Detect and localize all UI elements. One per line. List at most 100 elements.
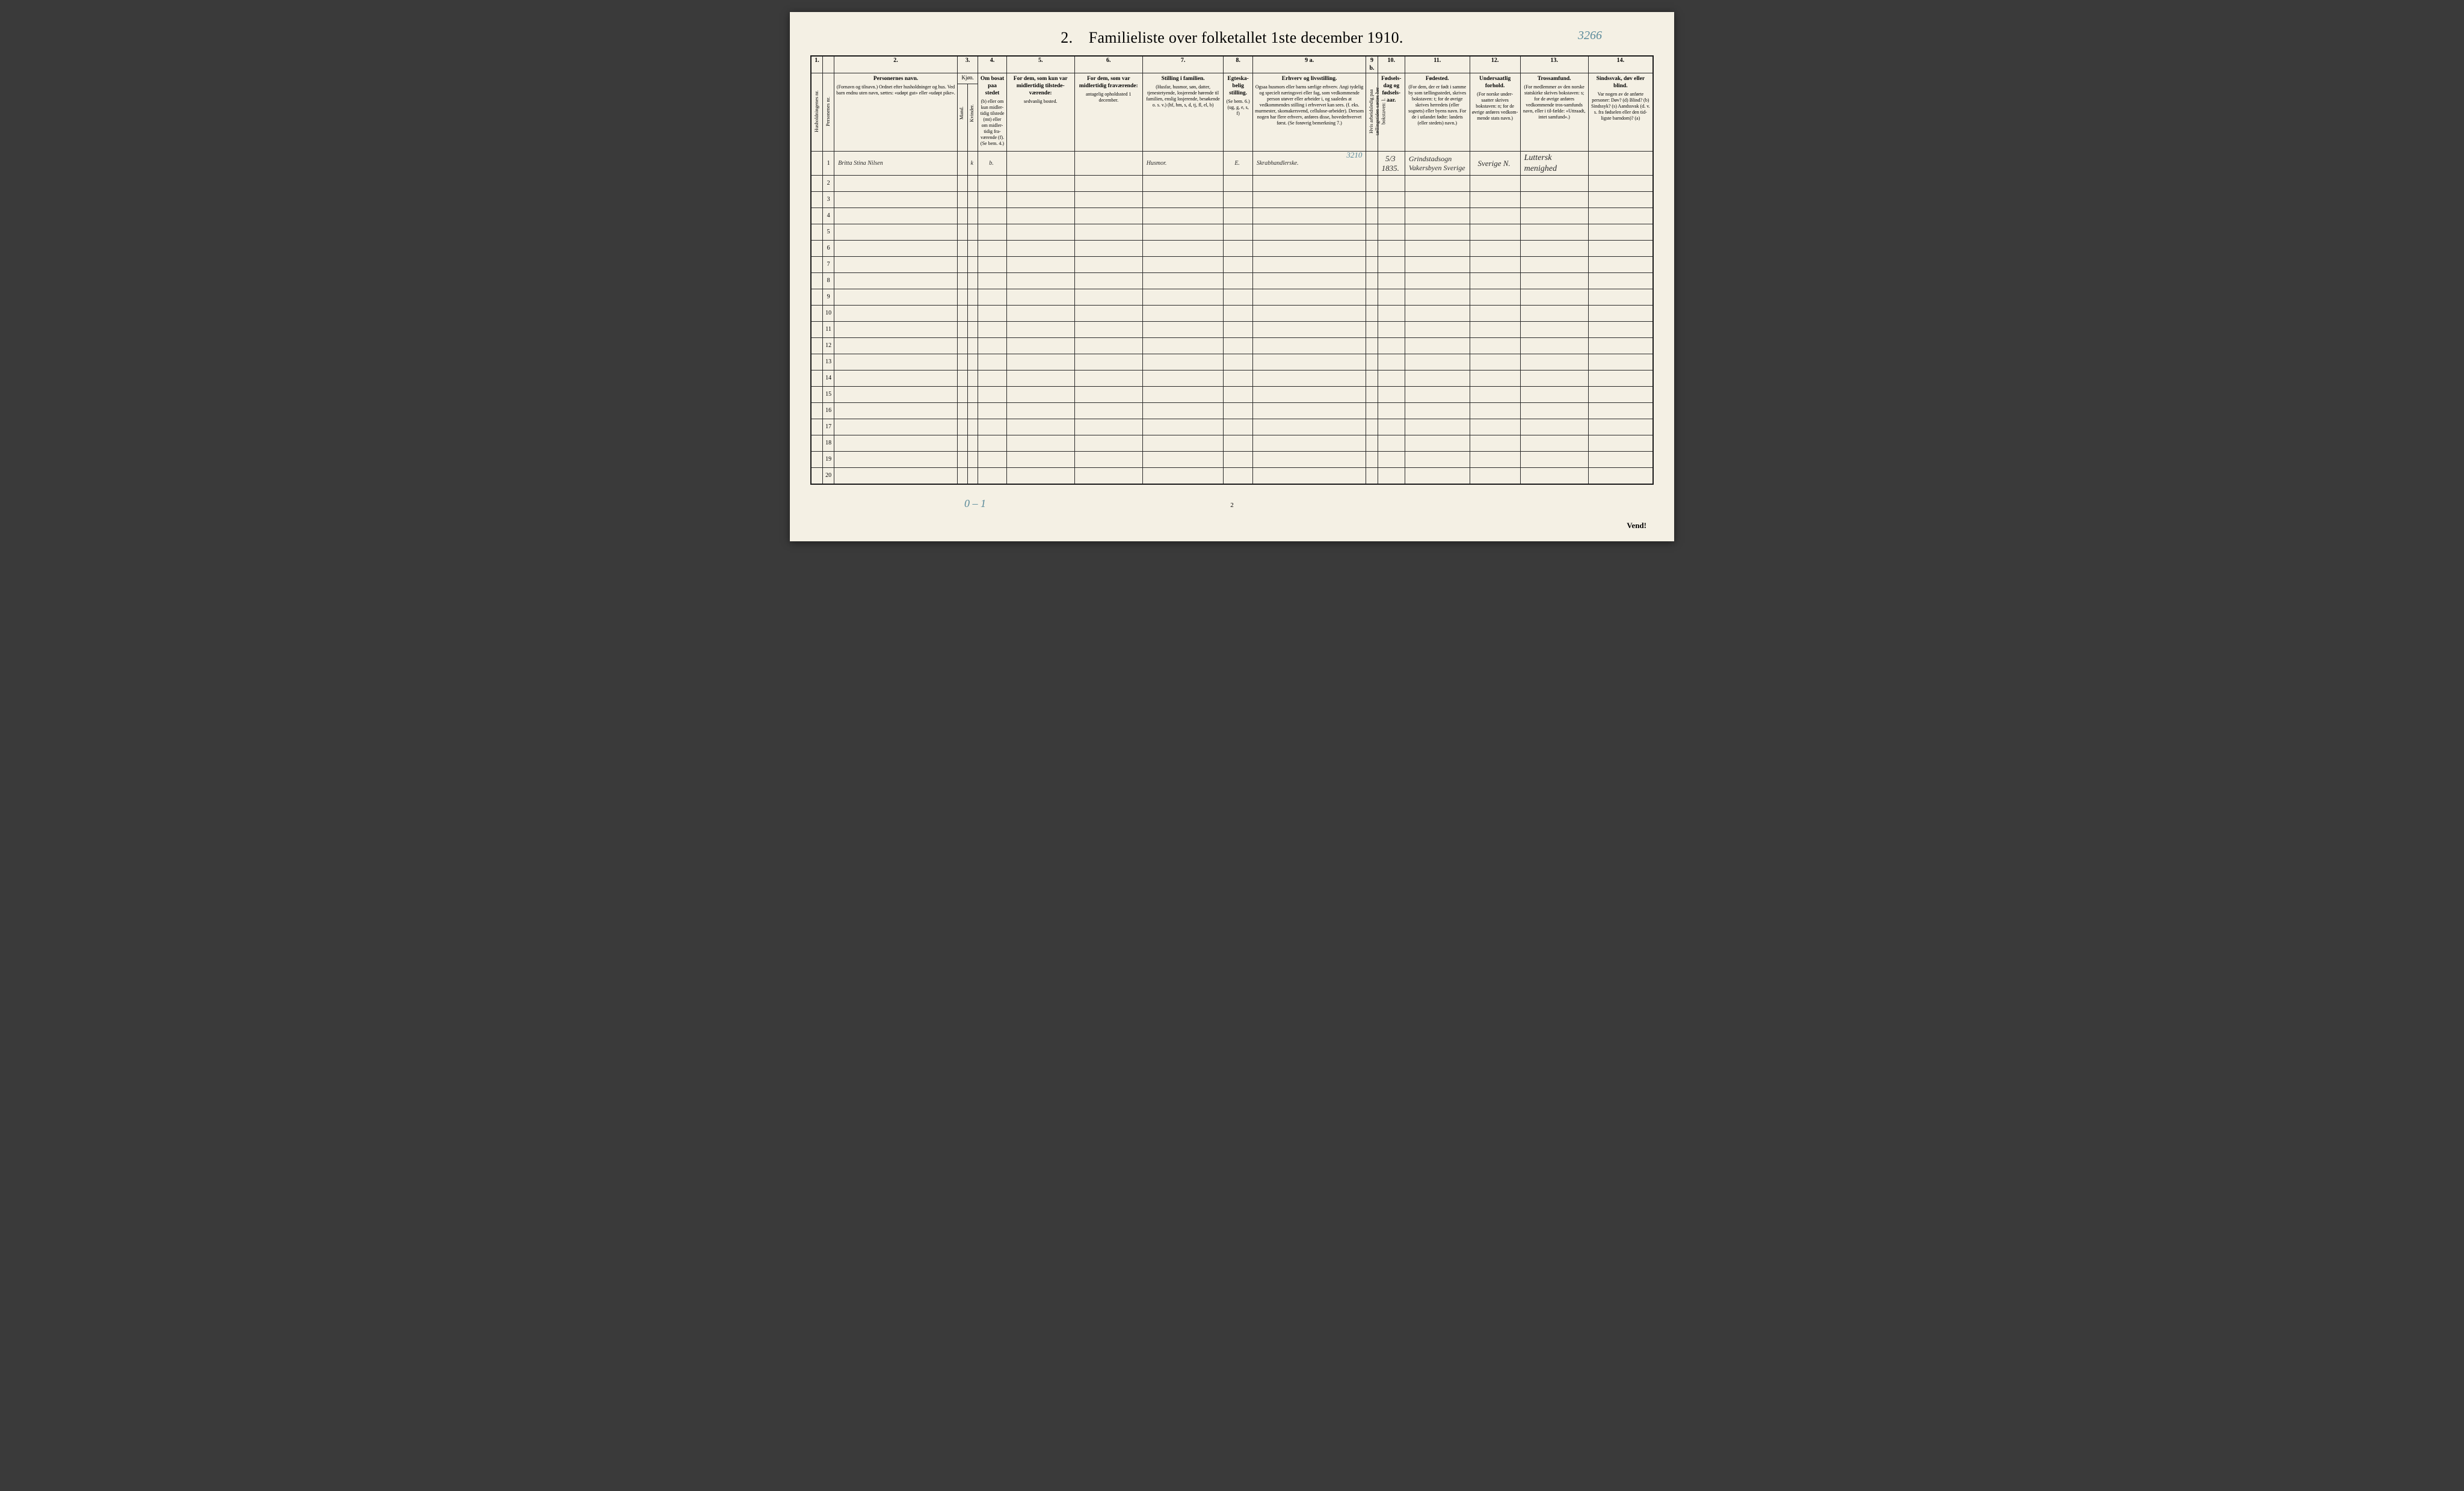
cell-name [834,241,958,257]
cell-name [834,354,958,370]
cell-fodested [1405,257,1470,273]
cell-fdag [1378,419,1405,435]
cell-fodested [1405,224,1470,241]
footer-note: 0 – 1 [964,497,986,510]
cell-erhverv [1252,224,1366,241]
cell-bosat [978,468,1006,484]
cell-fravaer [1074,370,1142,387]
cell-egte [1224,322,1252,338]
cell-arbledig [1366,273,1378,289]
cell-fodested [1405,435,1470,452]
cell-kjon-m [957,452,967,468]
cell-sind [1588,452,1653,468]
cell-tros [1520,468,1588,484]
cell-tros [1520,241,1588,257]
cell-bosat [978,370,1006,387]
cell-hushold-nr [811,419,822,435]
table-row: 10 [811,306,1653,322]
cell-kjon-k [968,208,978,224]
colnum-6: 6. [1074,56,1142,73]
cell-sind [1588,435,1653,452]
cell-tilstede [1006,192,1074,208]
colnum-10: 10. [1378,56,1405,73]
cell-stilling [1142,322,1224,338]
cell-undersaat [1470,419,1520,435]
cell-erhverv [1252,354,1366,370]
cell-hushold-nr [811,468,822,484]
cell-person-nr: 18 [822,435,834,452]
cell-person-nr: 20 [822,468,834,484]
cell-fodested [1405,208,1470,224]
cell-stilling [1142,176,1224,192]
cell-arbledig [1366,354,1378,370]
cell-fdag [1378,208,1405,224]
cell-person-nr: 1 [822,152,834,176]
table-row: 2 [811,176,1653,192]
cell-erhverv: Skrabhandlerske.3210 [1252,152,1366,176]
cell-kjon-k [968,176,978,192]
cell-hushold-nr [811,338,822,354]
cell-person-nr: 13 [822,354,834,370]
cell-kjon-k [968,289,978,306]
cell-bosat: b. [978,152,1006,176]
cell-hushold-nr [811,192,822,208]
cell-person-nr: 5 [822,224,834,241]
cell-hushold-nr [811,289,822,306]
cell-arbledig [1366,419,1378,435]
hdr-kjon-m: Mand. [957,84,967,152]
cell-tilstede [1006,257,1074,273]
cell-kjon-m [957,289,967,306]
hdr-erhverv: Erhverv og livsstilling. Ogsaa husmors e… [1252,73,1366,152]
cell-egte [1224,370,1252,387]
cell-egte [1224,208,1252,224]
footer-pagenum: 2 [1230,502,1234,509]
cell-tilstede [1006,468,1074,484]
colnum-12: 12. [1470,56,1520,73]
cell-kjon-m [957,387,967,403]
cell-tilstede [1006,403,1074,419]
cell-fdag [1378,241,1405,257]
cell-stilling [1142,338,1224,354]
cell-sind [1588,152,1653,176]
cell-kjon-m [957,208,967,224]
table-row: 9 [811,289,1653,306]
cell-tros [1520,289,1588,306]
cell-name [834,403,958,419]
colnum-13: 13. [1520,56,1588,73]
cell-sind [1588,354,1653,370]
cell-kjon-k [968,322,978,338]
cell-stilling [1142,370,1224,387]
cell-hushold-nr [811,403,822,419]
cell-fodested [1405,289,1470,306]
cell-stilling [1142,257,1224,273]
cell-erhverv [1252,289,1366,306]
cell-hushold-nr [811,354,822,370]
cell-hushold-nr [811,152,822,176]
colnum-5: 5. [1006,56,1074,73]
vend-label: Vend! [1627,521,1646,530]
cell-arbledig [1366,452,1378,468]
cell-name [834,224,958,241]
cell-fodested [1405,468,1470,484]
cell-kjon-k [968,452,978,468]
cell-person-nr: 7 [822,257,834,273]
cell-tilstede [1006,452,1074,468]
cell-hushold-nr [811,387,822,403]
cell-tilstede [1006,273,1074,289]
cell-tilstede [1006,370,1074,387]
cell-arbledig [1366,338,1378,354]
cell-erhverv [1252,306,1366,322]
top-annotation: 3266 [1578,29,1602,43]
cell-kjon-m [957,241,967,257]
colnum-7: 7. [1142,56,1224,73]
cell-kjon-k [968,354,978,370]
cell-kjon-k [968,241,978,257]
hdr-fravaer: For dem, som var midlertidig fraværende:… [1074,73,1142,152]
cell-kjon-m [957,338,967,354]
cell-tros [1520,257,1588,273]
cell-bosat [978,289,1006,306]
cell-kjon-m [957,224,967,241]
cell-arbledig [1366,322,1378,338]
cell-sind [1588,224,1653,241]
cell-stilling [1142,289,1224,306]
